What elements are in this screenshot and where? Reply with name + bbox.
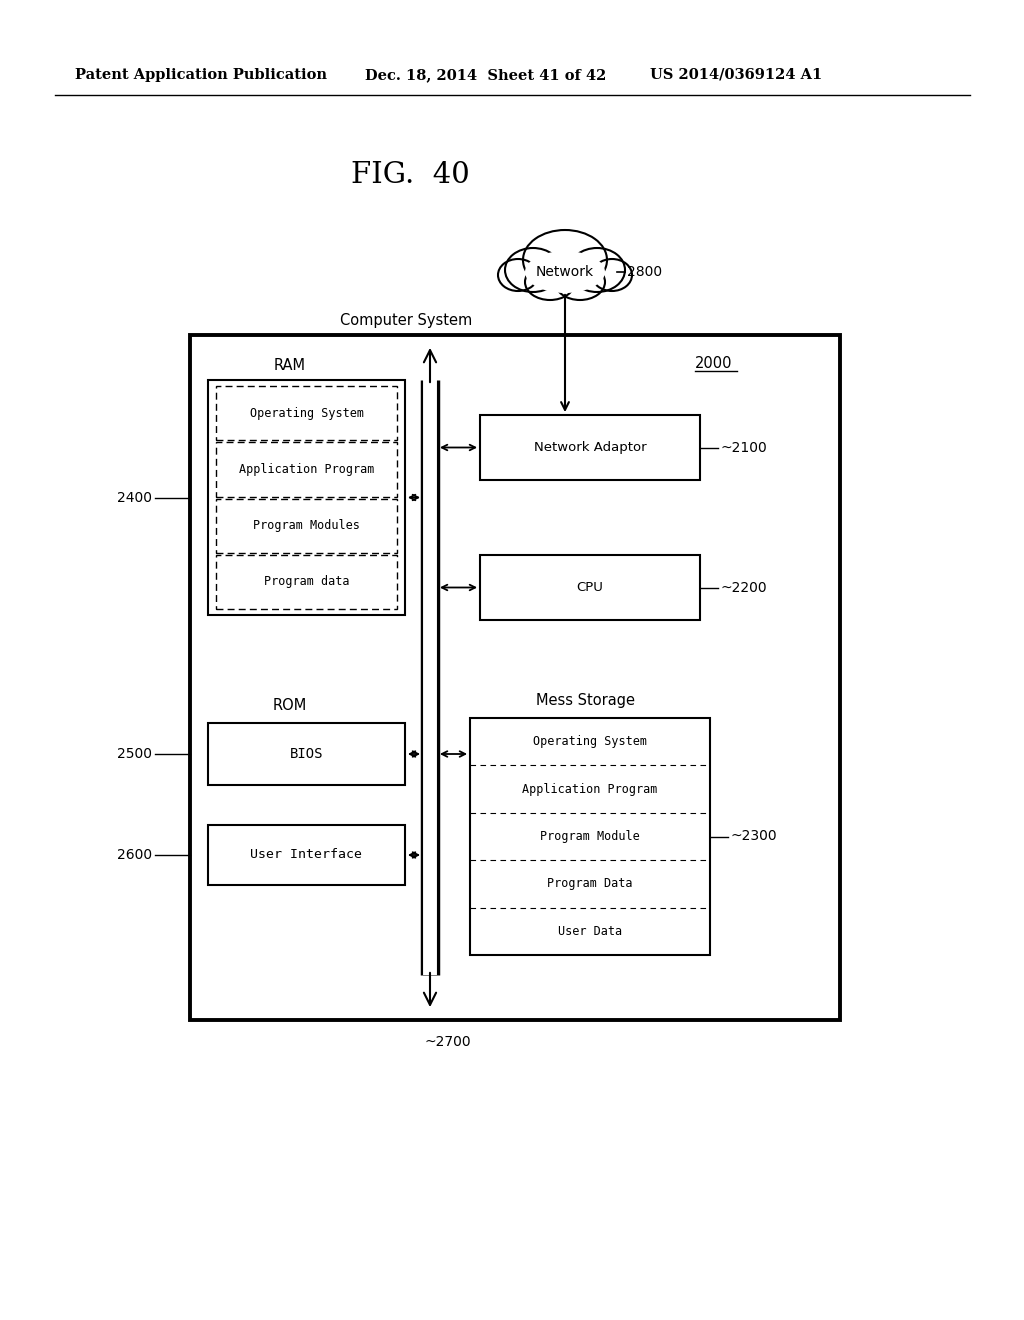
Text: Operating System: Operating System <box>250 407 364 420</box>
Text: 2800: 2800 <box>627 265 663 279</box>
Text: Dec. 18, 2014  Sheet 41 of 42: Dec. 18, 2014 Sheet 41 of 42 <box>365 69 606 82</box>
Text: ~2100: ~2100 <box>720 441 767 454</box>
Text: 2400: 2400 <box>117 491 152 504</box>
Text: BIOS: BIOS <box>290 747 324 762</box>
Text: Operating System: Operating System <box>534 735 647 748</box>
Ellipse shape <box>525 264 575 300</box>
Bar <box>216 499 397 553</box>
Ellipse shape <box>592 259 632 290</box>
Text: ~2300: ~2300 <box>730 829 776 843</box>
Text: Mess Storage: Mess Storage <box>536 693 635 708</box>
Text: Network: Network <box>536 265 594 279</box>
Text: User Data: User Data <box>558 925 622 937</box>
Ellipse shape <box>569 248 625 292</box>
Text: Program Module: Program Module <box>540 830 640 843</box>
Text: Application Program: Application Program <box>522 783 657 796</box>
Text: Patent Application Publication: Patent Application Publication <box>75 69 327 82</box>
Text: ~2200: ~2200 <box>720 581 767 594</box>
Bar <box>190 335 840 1020</box>
Ellipse shape <box>555 264 605 300</box>
Bar <box>208 825 406 884</box>
Text: FIG.  40: FIG. 40 <box>350 161 469 189</box>
Ellipse shape <box>525 251 605 293</box>
Bar <box>216 554 397 609</box>
Text: ~2700: ~2700 <box>425 1035 472 1049</box>
Bar <box>216 442 397 496</box>
Text: Network Adaptor: Network Adaptor <box>534 441 646 454</box>
Bar <box>480 554 700 620</box>
Text: RAM: RAM <box>274 358 306 372</box>
Text: 2000: 2000 <box>695 355 732 371</box>
Bar <box>470 718 710 954</box>
Text: 2500: 2500 <box>117 747 152 762</box>
Text: Program Modules: Program Modules <box>253 519 360 532</box>
Bar <box>216 385 397 441</box>
Text: User Interface: User Interface <box>251 849 362 862</box>
Ellipse shape <box>505 248 561 292</box>
Ellipse shape <box>498 259 538 290</box>
Text: US 2014/0369124 A1: US 2014/0369124 A1 <box>650 69 822 82</box>
Text: Program data: Program data <box>264 576 349 589</box>
Bar <box>480 414 700 480</box>
Text: ROM: ROM <box>272 697 307 713</box>
Text: 2600: 2600 <box>117 847 152 862</box>
Ellipse shape <box>523 230 607 290</box>
Bar <box>208 380 406 615</box>
Text: CPU: CPU <box>577 581 603 594</box>
Bar <box>208 723 406 785</box>
Text: Computer System: Computer System <box>340 313 472 327</box>
Text: Program Data: Program Data <box>547 878 633 891</box>
Text: Application Program: Application Program <box>239 463 374 477</box>
